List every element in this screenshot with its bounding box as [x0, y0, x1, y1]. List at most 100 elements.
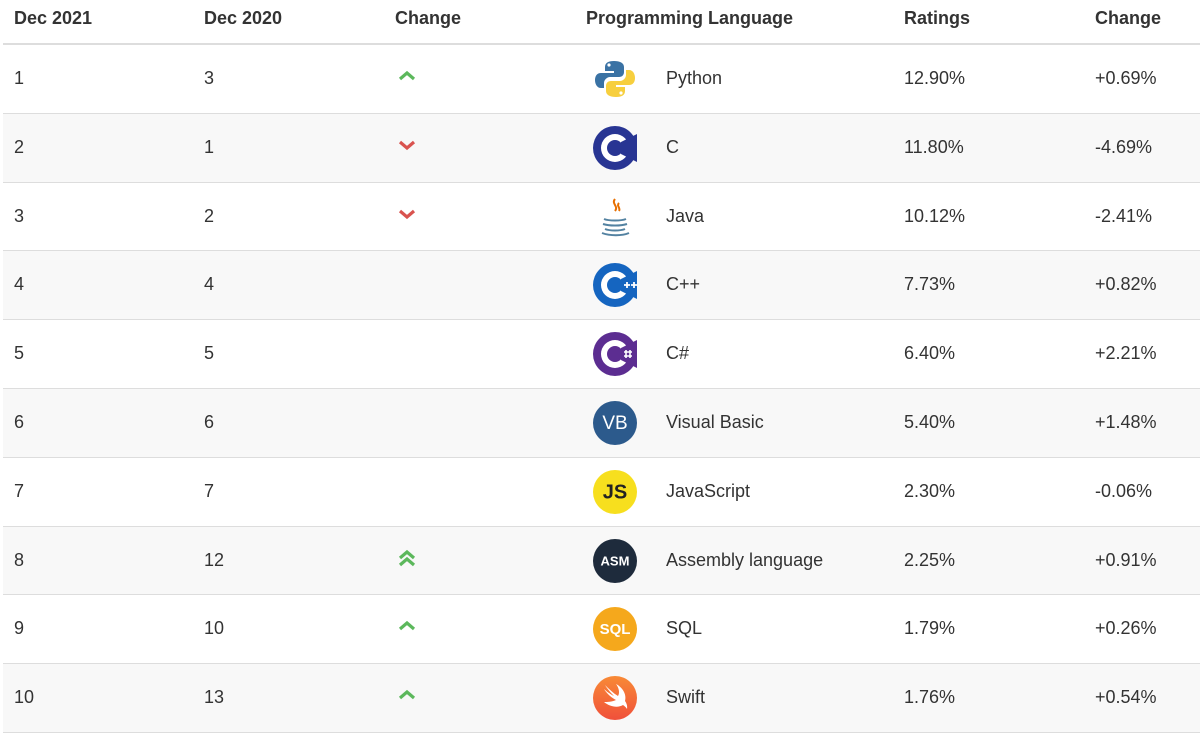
logo-shape	[593, 469, 637, 514]
table-cell: 5.40%	[904, 412, 956, 432]
table-cell: 13	[204, 687, 225, 708]
table-row: 2 1 C 11.80% -4.69%	[3, 113, 1200, 183]
logo-shape	[607, 277, 623, 294]
language-logo	[593, 263, 637, 308]
table-cell: Assembly language	[666, 549, 824, 570]
language-logo	[593, 676, 637, 721]
logo-shape	[593, 401, 637, 445]
table-cell: 5	[204, 343, 215, 364]
logo-shape	[621, 133, 637, 162]
table-cell: C	[666, 136, 679, 157]
table-cell: 10	[14, 687, 35, 708]
table-cell: 2	[14, 136, 25, 157]
table-cell: +0.69%	[1095, 68, 1157, 88]
table-row: 9 10 SQL 1.79% +0.26% SQL	[3, 595, 1200, 665]
logo-shape	[606, 70, 635, 97]
logo-shape	[595, 61, 624, 88]
table-cell: 7	[14, 480, 25, 501]
header-cell: Change	[395, 8, 462, 28]
table-cell: 11.80%	[904, 136, 964, 157]
table-cell: 12	[204, 549, 225, 570]
table-cell: 10	[204, 618, 225, 639]
language-logo	[593, 125, 637, 170]
logo-shape	[624, 282, 637, 289]
header-cell: Dec 2020	[204, 8, 283, 28]
logo-shape	[607, 139, 623, 156]
language-logo	[601, 197, 630, 236]
table-cell: -0.06%	[1095, 480, 1153, 501]
logo-shape	[607, 346, 623, 363]
logo-shape	[624, 350, 632, 359]
table-cell: Python	[666, 68, 723, 88]
table-cell: -4.69%	[1095, 136, 1153, 157]
trend-arrow	[398, 70, 416, 81]
header-cell: Dec 2021	[14, 8, 93, 28]
table-cell: 5	[14, 343, 25, 364]
table-cell: 7.73%	[904, 274, 956, 295]
header-cell: Change	[1095, 8, 1162, 28]
logo-shape	[601, 217, 630, 236]
table-cell: 6	[14, 412, 25, 432]
table-cell: +0.54%	[1095, 687, 1157, 708]
table-row: 5 5 C# 6.40% +2.21%	[3, 320, 1200, 389]
table-cell: +1.48%	[1095, 412, 1157, 432]
table-row: 8 12 Assembly language 2.25% +0.91% ASM	[3, 526, 1200, 596]
logo-shape	[593, 538, 637, 583]
table-cell: C#	[666, 343, 690, 364]
table-row: 10 13 Swift 1.76% +0.54%	[3, 664, 1200, 733]
table-cell: SQL	[666, 618, 703, 639]
language-logo: ASM	[593, 538, 637, 583]
table-cell: -2.41%	[1095, 205, 1153, 226]
table-cell: 1	[204, 136, 215, 157]
chevron	[398, 209, 416, 219]
table-row: 7 7 JavaScript 2.30% -0.06% JS	[3, 458, 1200, 527]
table-cell: 6	[204, 412, 215, 432]
table-cell: +0.26%	[1095, 618, 1157, 639]
table-cell: 1.76%	[904, 687, 956, 708]
table-cell: 8	[14, 549, 25, 570]
language-logo: JS	[593, 469, 637, 514]
header-cell: Programming Language	[586, 8, 794, 28]
logo-shape	[621, 340, 637, 369]
table-cell: C++	[666, 274, 701, 295]
table-cell: 4	[14, 274, 25, 295]
language-logo: SQL	[593, 607, 637, 652]
chevron	[398, 140, 416, 150]
table-cell: 10.12%	[904, 205, 966, 226]
table-cell: Visual Basic	[666, 412, 764, 432]
table-row: 4 4 C++ 7.73% +0.82%	[3, 251, 1200, 321]
chevron	[398, 621, 416, 631]
table-cell: 3	[204, 68, 215, 88]
header-row: Dec 2021 Dec 2020 Change Programming Lan…	[3, 0, 1200, 45]
chevron	[398, 549, 416, 559]
table-cell: 9	[14, 618, 25, 639]
logo-text: JS	[603, 481, 627, 503]
table-cell: Java	[666, 205, 705, 226]
table-cell: +0.91%	[1095, 549, 1157, 570]
table-cell: 2.30%	[904, 480, 956, 501]
logo-text: ASM	[601, 553, 630, 568]
chevron	[398, 690, 416, 700]
table-cell: 2.25%	[904, 549, 956, 570]
table-cell: Swift	[666, 687, 706, 708]
trend-arrow	[398, 209, 416, 219]
logo-shape	[612, 197, 621, 212]
table-cell: JavaScript	[666, 480, 751, 501]
table-cell: 7	[204, 480, 215, 501]
table-cell: 2	[204, 205, 215, 226]
trend-arrow	[398, 549, 416, 566]
language-logo	[593, 332, 637, 377]
table-cell: 12.90%	[904, 68, 966, 88]
table-cell: 3	[14, 205, 25, 226]
table-row: 6 6 Visual Basic 5.40% +1.48% VB	[3, 389, 1200, 458]
logo-text: VB	[602, 413, 627, 434]
trend-arrow	[398, 690, 416, 700]
language-logo	[595, 61, 635, 97]
table-cell: +0.82%	[1095, 274, 1157, 295]
logo-shape	[607, 63, 611, 67]
table-cell: 1.79%	[904, 618, 956, 639]
chevron	[398, 556, 416, 566]
table: Dec 2021 Dec 2020 Change Programming Lan…	[3, 0, 1200, 735]
header-cell: Ratings	[904, 8, 971, 28]
